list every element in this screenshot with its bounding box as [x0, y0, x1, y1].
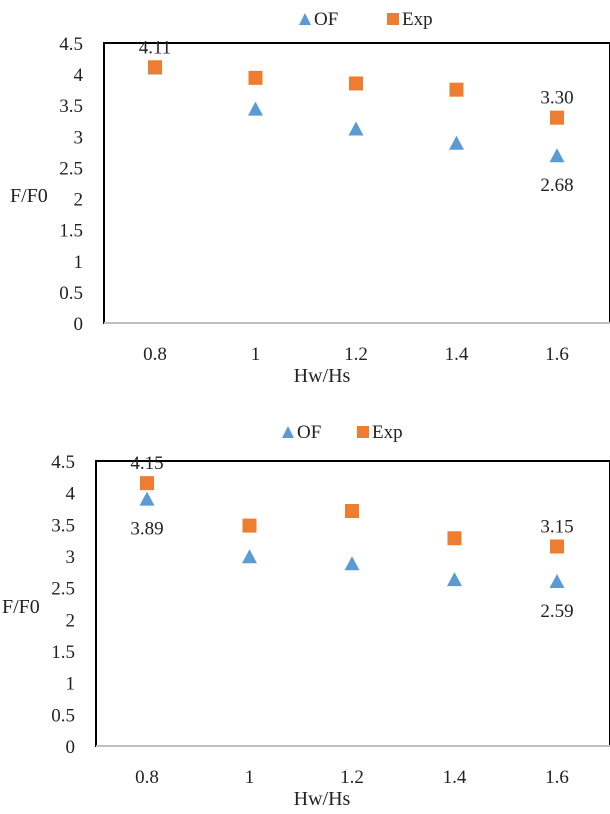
chart-1-x-axis-title: Hw/Hs: [294, 365, 351, 387]
chart-1-legend-exp-marker: [387, 13, 399, 25]
chart-1-y-tick-label: 2: [74, 190, 84, 211]
chart-2-of-point: [242, 549, 257, 564]
chart-1-y-tick-label: 4.5: [59, 34, 83, 55]
chart-1-legend: OF Exp: [299, 9, 433, 30]
chart-1-x-tick-label: 1: [251, 344, 261, 365]
chart-1-y-ticks: 0 0.5 1 1.5 2 2.5 3 3.5 4 4.5: [59, 34, 83, 335]
chart-1-exp-point: [148, 60, 162, 75]
chart-1-legend-of-marker: [299, 13, 311, 25]
chart-1-exp-point: [349, 76, 363, 91]
chart-2-of-point: [549, 573, 565, 588]
chart-2-y-tick-label: 2: [66, 610, 76, 631]
chart-2-y-tick-label: 0: [66, 737, 76, 758]
chart-2-exp-point: [242, 518, 257, 533]
chart-2-y-tick-label: 4.5: [51, 452, 75, 473]
chart-2-x-axis-title: Hw/Hs: [294, 788, 351, 810]
chart-2-exp-point: [447, 531, 462, 546]
chart-1-x-tick-label: 1.6: [545, 344, 569, 365]
chart-2-exp-point: [140, 476, 154, 491]
chart-1-of-point: [348, 121, 364, 136]
chart-1-y-axis-title: F/F0: [10, 185, 48, 207]
chart-2-plot-frame: [95, 460, 610, 747]
chart-2-of-point: [344, 556, 360, 571]
chart-2-x-tick-label: 1.4: [443, 767, 467, 788]
chart-2: OF Exp 0 0.5 1 1.5 2 2.5 3 3.5 4 4.5 0.8 1 1.2 1.4 1.…: [2, 422, 610, 810]
chart-1-of-point: [248, 101, 263, 116]
chart-2-y-axis-title: F/F0: [2, 596, 40, 618]
chart-1-x-tick-label: 1.4: [445, 344, 469, 365]
chart-1-exp-point: [449, 82, 464, 97]
chart-2-x-tick-label: 1.2: [340, 767, 364, 788]
chart-1-y-tick-label: 3: [74, 127, 84, 148]
chart-1-points: [147, 60, 565, 163]
chart-1-y-tick-label: 0: [74, 314, 84, 335]
chart-1-x-tick-label: 0.8: [143, 344, 167, 365]
chart-2-data-label: 3.15: [540, 517, 573, 538]
chart-2-legend: OF Exp: [282, 422, 403, 443]
chart-2-x-tick-label: 1.6: [545, 767, 569, 788]
chart-2-of-point: [447, 572, 462, 587]
chart-1-exp-point: [550, 110, 564, 125]
chart-2-y-tick-label: 3.5: [51, 515, 75, 536]
chart-2-exp-point: [550, 539, 564, 554]
chart-2-y-tick-label: 3: [66, 547, 76, 568]
chart-2-y-tick-label: 2.5: [51, 579, 75, 600]
chart-1-y-tick-label: 0.5: [59, 283, 83, 304]
chart-1-data-label: 4.11: [139, 37, 172, 58]
chart-1-data-label: 3.30: [540, 88, 573, 109]
chart-2-y-tick-label: 0.5: [51, 705, 75, 726]
chart-1-x-ticks: 0.8 1 1.2 1.4 1.6: [143, 344, 569, 365]
chart-2-data-label: 4.15: [130, 453, 163, 474]
chart-2-legend-exp-label: Exp: [372, 422, 403, 443]
chart-2-y-ticks: 0 0.5 1 1.5 2 2.5 3 3.5 4 4.5: [51, 452, 75, 758]
chart-1-y-tick-label: 1: [74, 252, 84, 273]
chart-2-data-labels: 4.15 3.89 3.15 2.59: [130, 453, 573, 622]
chart-2-y-tick-label: 1.5: [51, 642, 75, 663]
chart-1-x-tick-label: 1.2: [344, 344, 368, 365]
chart-2-exp-point: [345, 504, 359, 519]
chart-2-x-tick-label: 0.8: [135, 767, 159, 788]
chart-1-data-labels: 4.11 3.30 2.68: [139, 37, 574, 196]
chart-2-x-tick-label: 1: [245, 767, 255, 788]
chart-1-y-tick-label: 4: [74, 65, 84, 86]
chart-1-data-label: 2.68: [540, 175, 573, 196]
chart-2-legend-of-marker: [282, 426, 294, 438]
chart-2-x-ticks: 0.8 1 1.2 1.4 1.6: [135, 767, 569, 788]
chart-1-of-point: [449, 135, 464, 150]
chart-2-legend-of-label: OF: [297, 422, 321, 443]
chart-2-data-label: 3.89: [130, 519, 163, 540]
chart-2-legend-exp-marker: [357, 426, 369, 438]
chart-2-points: [139, 476, 565, 588]
chart-2-of-point: [139, 491, 155, 506]
chart-1-exp-point: [248, 70, 263, 85]
chart-2-data-label: 2.59: [540, 601, 573, 622]
chart-1-y-tick-label: 1.5: [59, 221, 83, 242]
chart-1-y-tick-label: 2.5: [59, 158, 83, 179]
chart-2-y-tick-label: 1: [66, 674, 76, 695]
chart-1-legend-exp-label: Exp: [402, 9, 433, 30]
chart-1: OF Exp 0 0.5 1 1.5 2 2.5 3 3.5 4 4.5 0.8 1 1.2 1.4 1.…: [10, 9, 610, 387]
chart-1-y-tick-label: 3.5: [59, 96, 83, 117]
chart-1-of-point: [549, 148, 565, 163]
chart-2-y-tick-label: 4: [66, 484, 76, 505]
chart-1-legend-of-label: OF: [314, 9, 338, 30]
